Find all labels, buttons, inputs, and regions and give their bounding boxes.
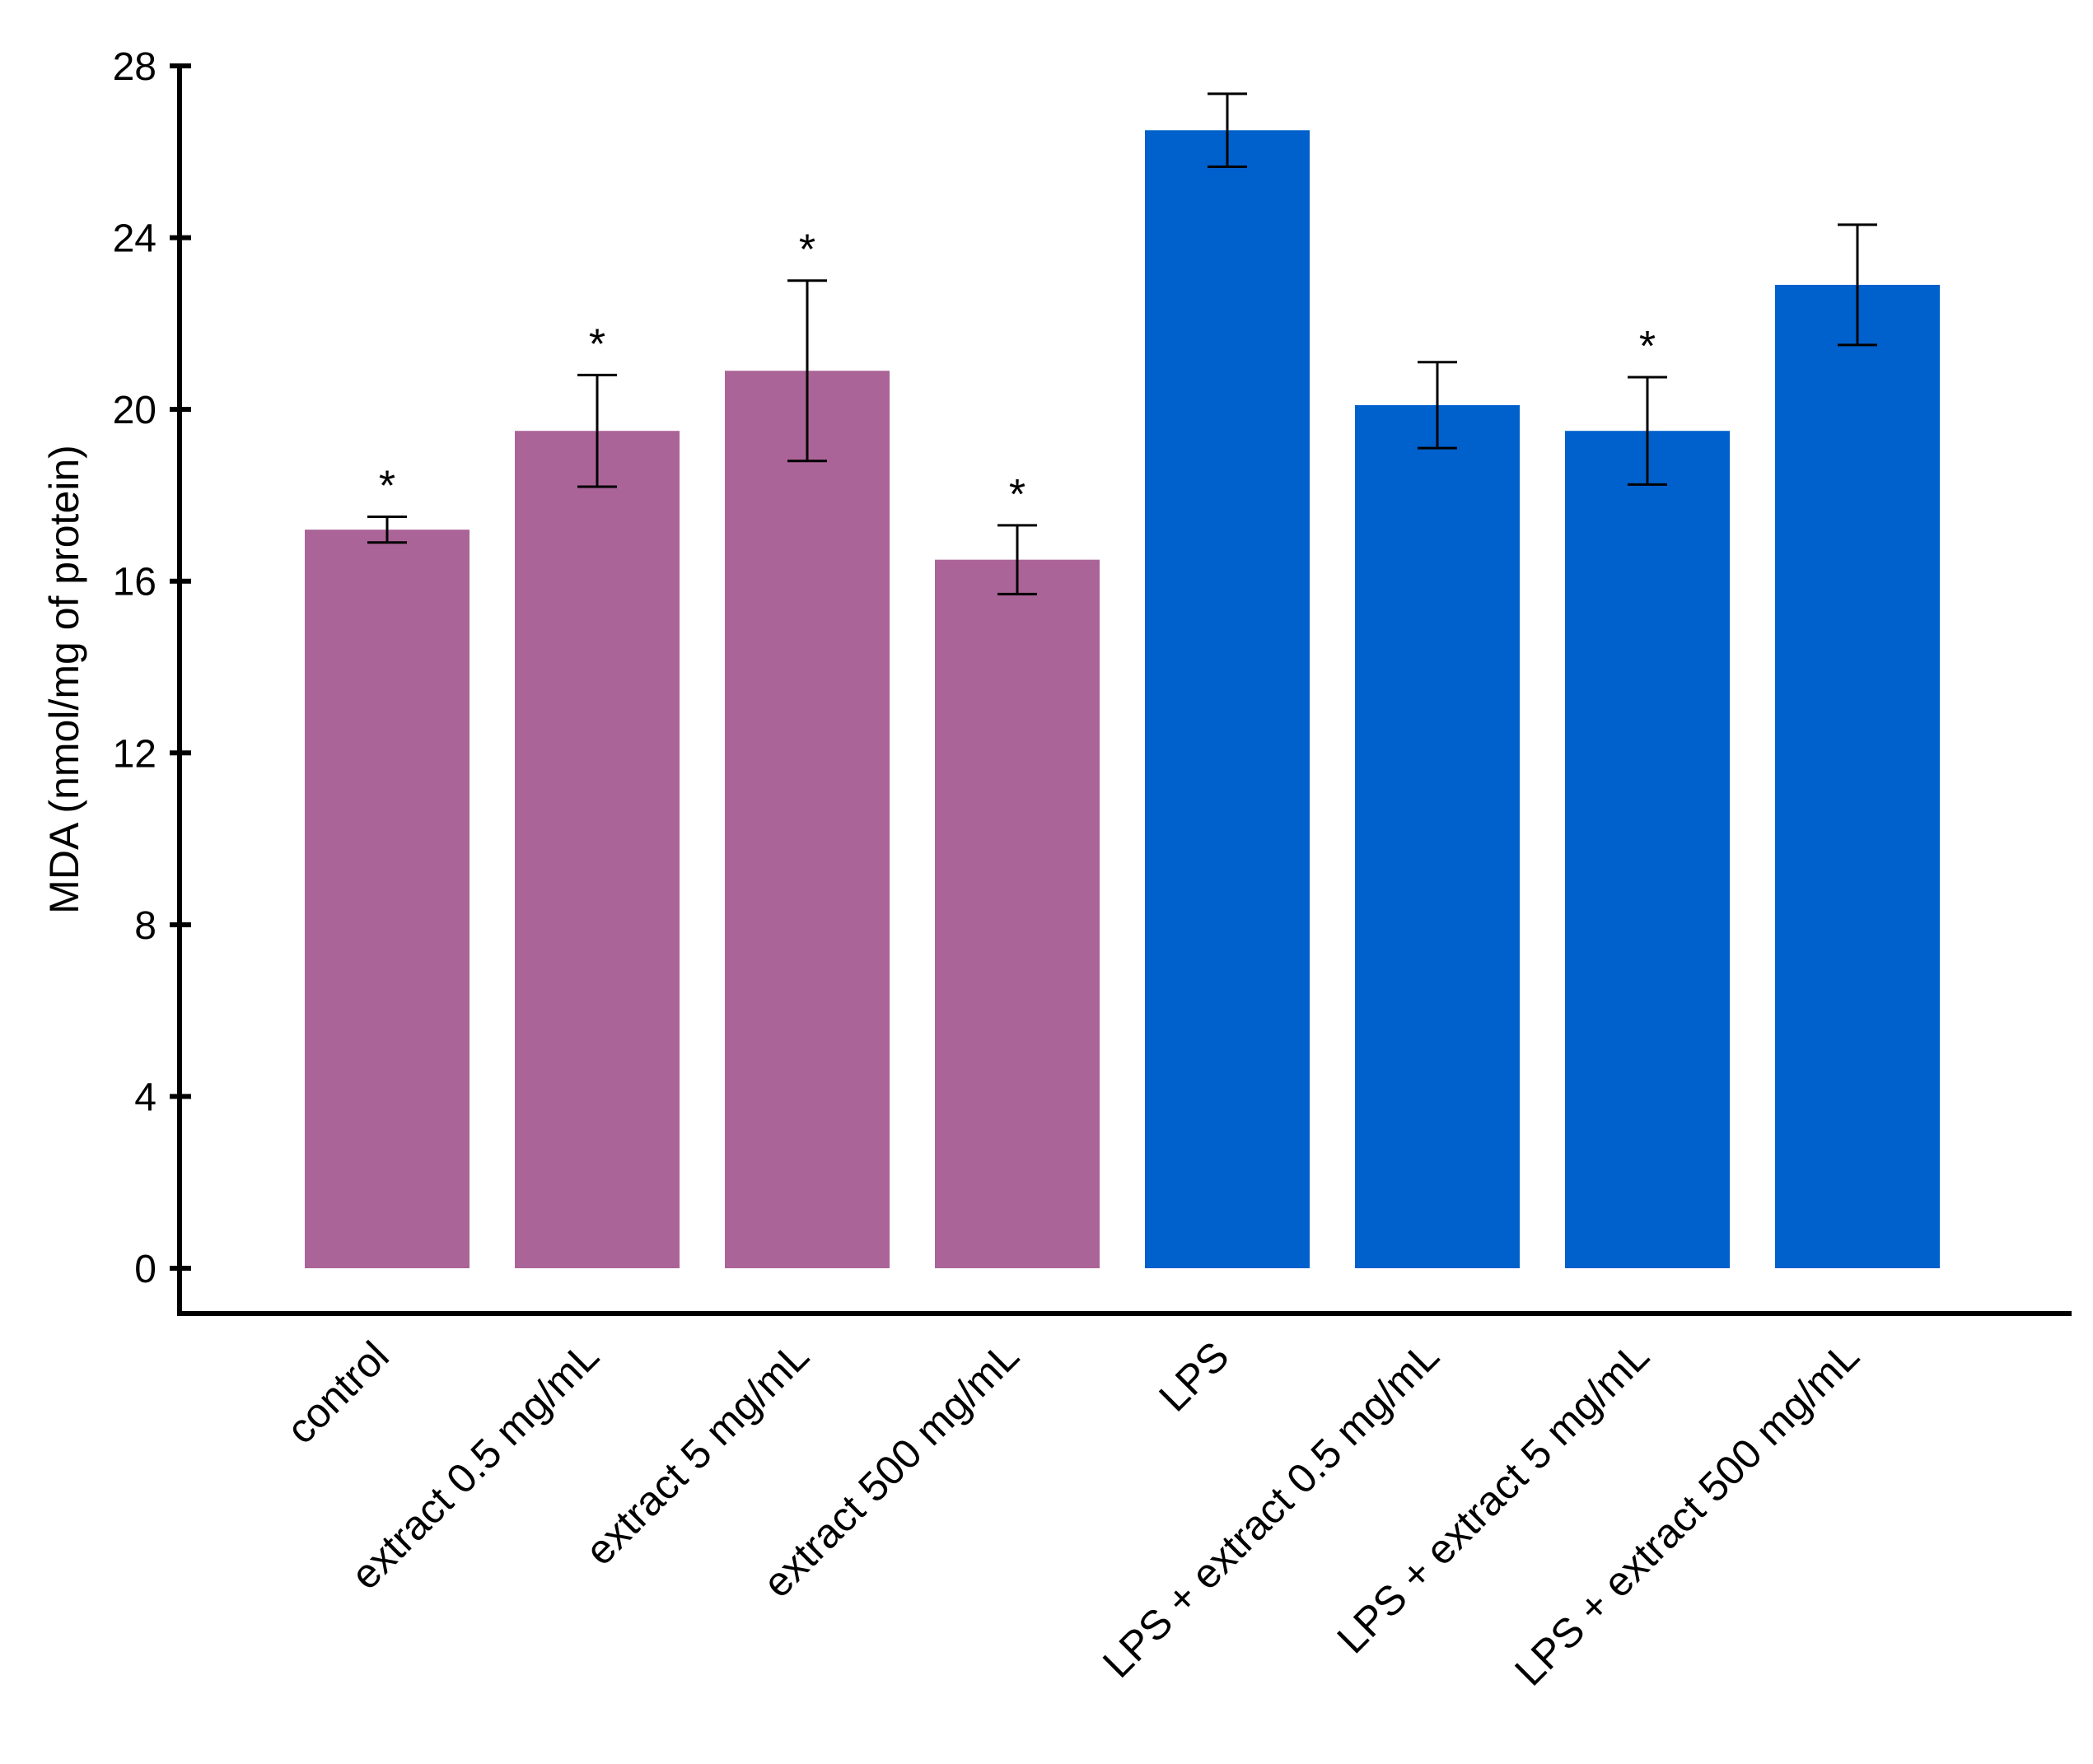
bars-layer [305,130,1940,1269]
error-bar [1628,376,1667,486]
bar [305,530,470,1268]
error-bar [367,516,407,544]
error-bar [577,373,617,488]
x-tick-label: LPS [1150,1332,1237,1420]
axis-layer [177,64,2072,1316]
significance-star: * [1639,323,1656,371]
error-bar [1838,223,1877,347]
y-tick-label: 24 [113,217,157,261]
x-tick-label: LPS + extract 500 mg/mL [1506,1332,1868,1695]
y-tick-label: 0 [134,1248,157,1291]
x-tick-label: extract 5 mg/mL [577,1332,818,1574]
bar [1775,284,1940,1268]
error-bar [997,524,1037,595]
y-tick-label: 12 [113,732,157,776]
bar [935,559,1100,1268]
significance-star: * [379,463,395,511]
x-tick-label: control [278,1332,398,1453]
y-ticks: 0 4 8 12 16 20 24 28 [113,45,191,1291]
bar [1145,130,1310,1269]
y-tick-label: 28 [113,45,157,89]
stars-layer: * * * * * [379,226,1656,519]
y-tick-label: 8 [134,904,157,948]
bar [725,371,890,1268]
bar [515,431,680,1268]
bar [1355,404,1520,1268]
y-axis-title: MDA (nmol/mg of protein) [41,445,87,914]
error-bar [1208,92,1247,169]
y-tick-label: 16 [113,561,157,604]
errorbars-layer [367,92,1877,595]
significance-star: * [1009,471,1025,519]
y-tick-label: 4 [134,1076,157,1119]
bar [1565,431,1730,1268]
y-tick-label: 20 [113,389,157,432]
significance-star: * [799,226,815,274]
significance-star: * [589,320,605,368]
error-bar [787,279,827,463]
error-bar [1418,361,1457,450]
x-tick-label: LPS + extract 0.5 mg/mL [1094,1332,1448,1687]
